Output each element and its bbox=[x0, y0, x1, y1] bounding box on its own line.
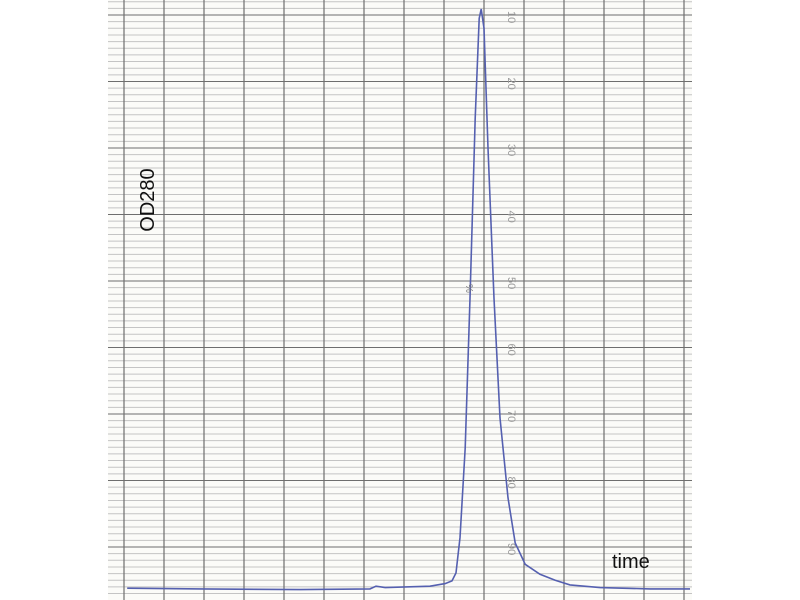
annotation-mark: % bbox=[463, 284, 474, 293]
y-tick-label: 40 bbox=[505, 211, 517, 223]
grid bbox=[108, 0, 692, 600]
y-tick-label: 90 bbox=[505, 543, 517, 555]
y-tick-labels: 10 20 30 40 50 60 70 80 90 bbox=[505, 11, 517, 555]
y-tick-label: 50 bbox=[505, 277, 517, 289]
y-tick-label: 80 bbox=[505, 477, 517, 489]
y-tick-label: 20 bbox=[505, 78, 517, 90]
y-tick-label: 70 bbox=[505, 410, 517, 422]
series-trace bbox=[127, 8, 690, 591]
y-tick-label: 30 bbox=[505, 144, 517, 156]
x-axis-label: time bbox=[612, 551, 650, 573]
y-axis-label: OD280 bbox=[137, 168, 159, 231]
y-tick-label: 10 bbox=[505, 11, 517, 23]
y-tick-label: 60 bbox=[505, 344, 517, 356]
